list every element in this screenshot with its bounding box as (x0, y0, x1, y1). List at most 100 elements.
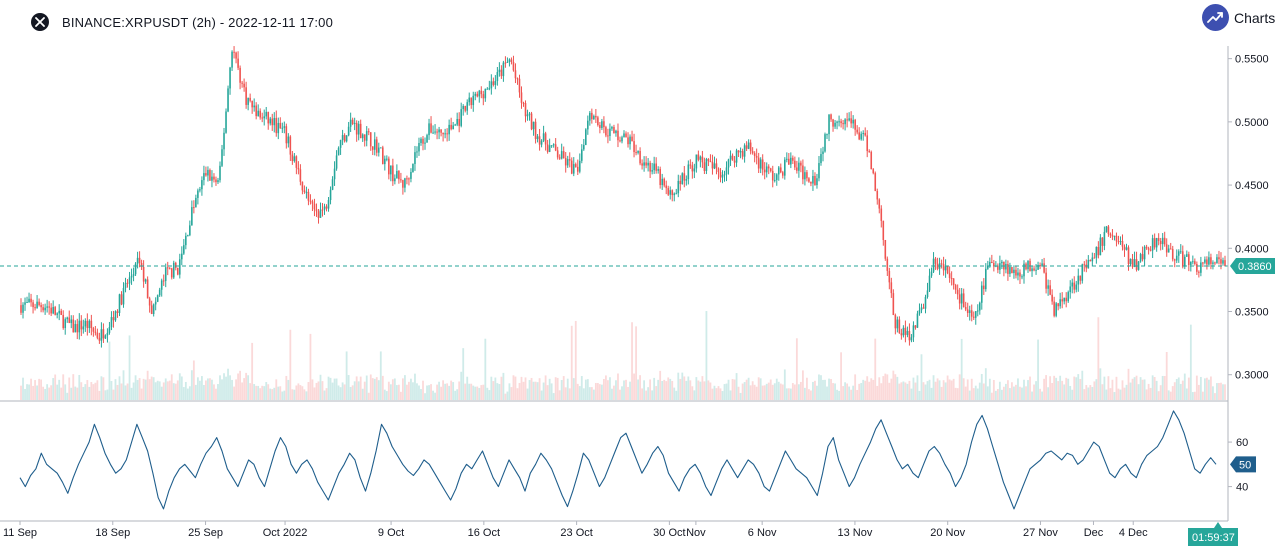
volume-bar (1089, 385, 1092, 400)
time-tick-label: 27 Nov (1023, 527, 1058, 539)
candle-body (345, 135, 348, 142)
volume-bar (645, 390, 648, 400)
volume-bar (649, 379, 652, 400)
candle-body (1171, 248, 1174, 260)
volume-bar (514, 376, 517, 400)
volume-bar (54, 374, 57, 400)
volume-bar (474, 386, 477, 400)
volume-bar (476, 386, 479, 400)
volume-bar (1119, 389, 1122, 400)
candle-body (878, 199, 881, 209)
volume-bar (52, 378, 55, 400)
volume-bar (826, 386, 828, 400)
volume-bar (442, 380, 445, 400)
candle-body (414, 152, 416, 164)
volume-bar (271, 389, 274, 400)
volume-bar (846, 383, 849, 400)
candle-body (745, 145, 748, 149)
volume-bar (48, 387, 51, 400)
volume-bar (1097, 317, 1100, 400)
time-tick-label: Oct 2022 (263, 527, 308, 539)
volume-bar (307, 382, 310, 400)
volume-bar (152, 377, 155, 400)
candle-body (667, 188, 670, 195)
volume-bar (190, 370, 193, 400)
volume-bar (818, 374, 820, 400)
candle-body (138, 257, 141, 264)
volume-bar (500, 376, 503, 400)
volume-bar (1135, 375, 1138, 400)
candle-body (625, 133, 627, 138)
volume-bar (436, 384, 438, 400)
volume-bar (1183, 373, 1186, 400)
volume-bar (269, 388, 272, 400)
volume-bar (32, 385, 34, 400)
volume-bar (402, 378, 404, 400)
candle-body (862, 133, 864, 135)
volume-bar (225, 376, 227, 400)
volume-bar (1115, 376, 1118, 400)
volume-bar (1027, 380, 1029, 400)
volume-bar (572, 378, 575, 400)
candle-body (243, 83, 245, 88)
candle-body (709, 161, 712, 163)
candle-body (711, 161, 714, 169)
volume-bar (1210, 376, 1212, 400)
volume-bar (357, 381, 360, 400)
volume-bar (862, 379, 865, 400)
candle-body (140, 263, 143, 267)
volume-bar (936, 378, 939, 400)
volume-bar (777, 381, 780, 400)
volume-bar (615, 380, 617, 400)
volume-bar (353, 381, 356, 400)
time-tick-label: 20 Nov (930, 527, 965, 539)
volume-bar (842, 386, 844, 400)
candle-body (94, 331, 97, 333)
candle-body (534, 121, 537, 140)
candle-body (36, 301, 38, 309)
candle-body (1218, 257, 1220, 260)
candle-body (50, 307, 52, 314)
candle-body (313, 203, 316, 210)
candle-body (1119, 241, 1122, 243)
close-button[interactable] (31, 13, 49, 31)
candle-body (430, 123, 432, 133)
volume-bar (1000, 389, 1003, 400)
candle-body (985, 268, 987, 290)
candle-body (858, 132, 860, 140)
volume-bar (420, 389, 422, 400)
volume-bar (544, 375, 547, 400)
volume-bar (36, 385, 38, 400)
volume-bar (550, 383, 553, 400)
volume-bar (828, 378, 830, 400)
candle-body (631, 136, 633, 142)
candle-body (106, 332, 109, 336)
candle-body (1083, 264, 1086, 266)
candle-body (954, 285, 957, 290)
volume-bar (1011, 382, 1013, 400)
candle-body (1063, 297, 1065, 302)
candle-body (824, 134, 826, 152)
candle-body (1105, 226, 1108, 232)
volume-bar (186, 388, 189, 400)
candle-body (448, 124, 450, 135)
volume-bar (988, 378, 991, 400)
candle-body (993, 263, 995, 267)
candle-body (72, 319, 75, 333)
volume-bar (799, 381, 802, 400)
volume-bar (297, 383, 300, 400)
volume-bar (546, 385, 549, 400)
volume-bar (170, 374, 173, 400)
volume-bar (263, 386, 266, 400)
volume-bar (886, 374, 889, 400)
candle-body (786, 158, 788, 160)
volume-bar (311, 379, 314, 400)
volume-bar (958, 374, 961, 400)
volume-bar (834, 383, 836, 400)
volume-bar (609, 377, 611, 400)
volume-bar (1197, 384, 1200, 400)
volume-bar (136, 379, 139, 400)
volume-bar (1035, 381, 1037, 400)
volume-bar (470, 383, 473, 400)
